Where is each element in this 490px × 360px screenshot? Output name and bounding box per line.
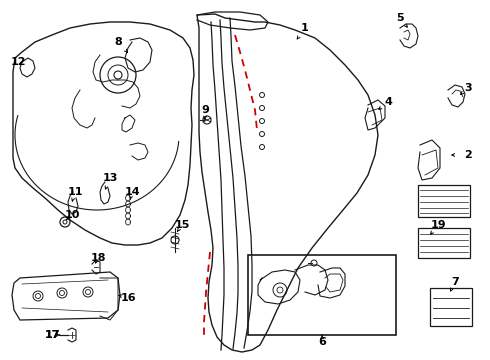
- Text: 13: 13: [102, 173, 118, 183]
- Text: 4: 4: [384, 97, 392, 107]
- Text: 15: 15: [174, 220, 190, 230]
- Text: 18: 18: [90, 253, 106, 263]
- Bar: [430, 288, 472, 326]
- Text: 1: 1: [301, 23, 309, 33]
- Text: 17: 17: [44, 330, 60, 340]
- Text: 10: 10: [64, 210, 80, 220]
- Text: 11: 11: [67, 187, 83, 197]
- Text: 3: 3: [464, 83, 472, 93]
- Text: 8: 8: [114, 37, 122, 47]
- Text: 6: 6: [318, 337, 326, 347]
- Bar: [248, 255, 396, 335]
- Text: 16: 16: [120, 293, 136, 303]
- Text: 19: 19: [430, 220, 446, 230]
- Text: 7: 7: [451, 277, 459, 287]
- Bar: [418, 185, 470, 217]
- Text: 14: 14: [124, 187, 140, 197]
- Text: 5: 5: [396, 13, 404, 23]
- Bar: [418, 228, 470, 258]
- Text: 12: 12: [10, 57, 26, 67]
- Text: 2: 2: [464, 150, 472, 160]
- Text: 9: 9: [201, 105, 209, 115]
- Text: 17: 17: [44, 330, 60, 340]
